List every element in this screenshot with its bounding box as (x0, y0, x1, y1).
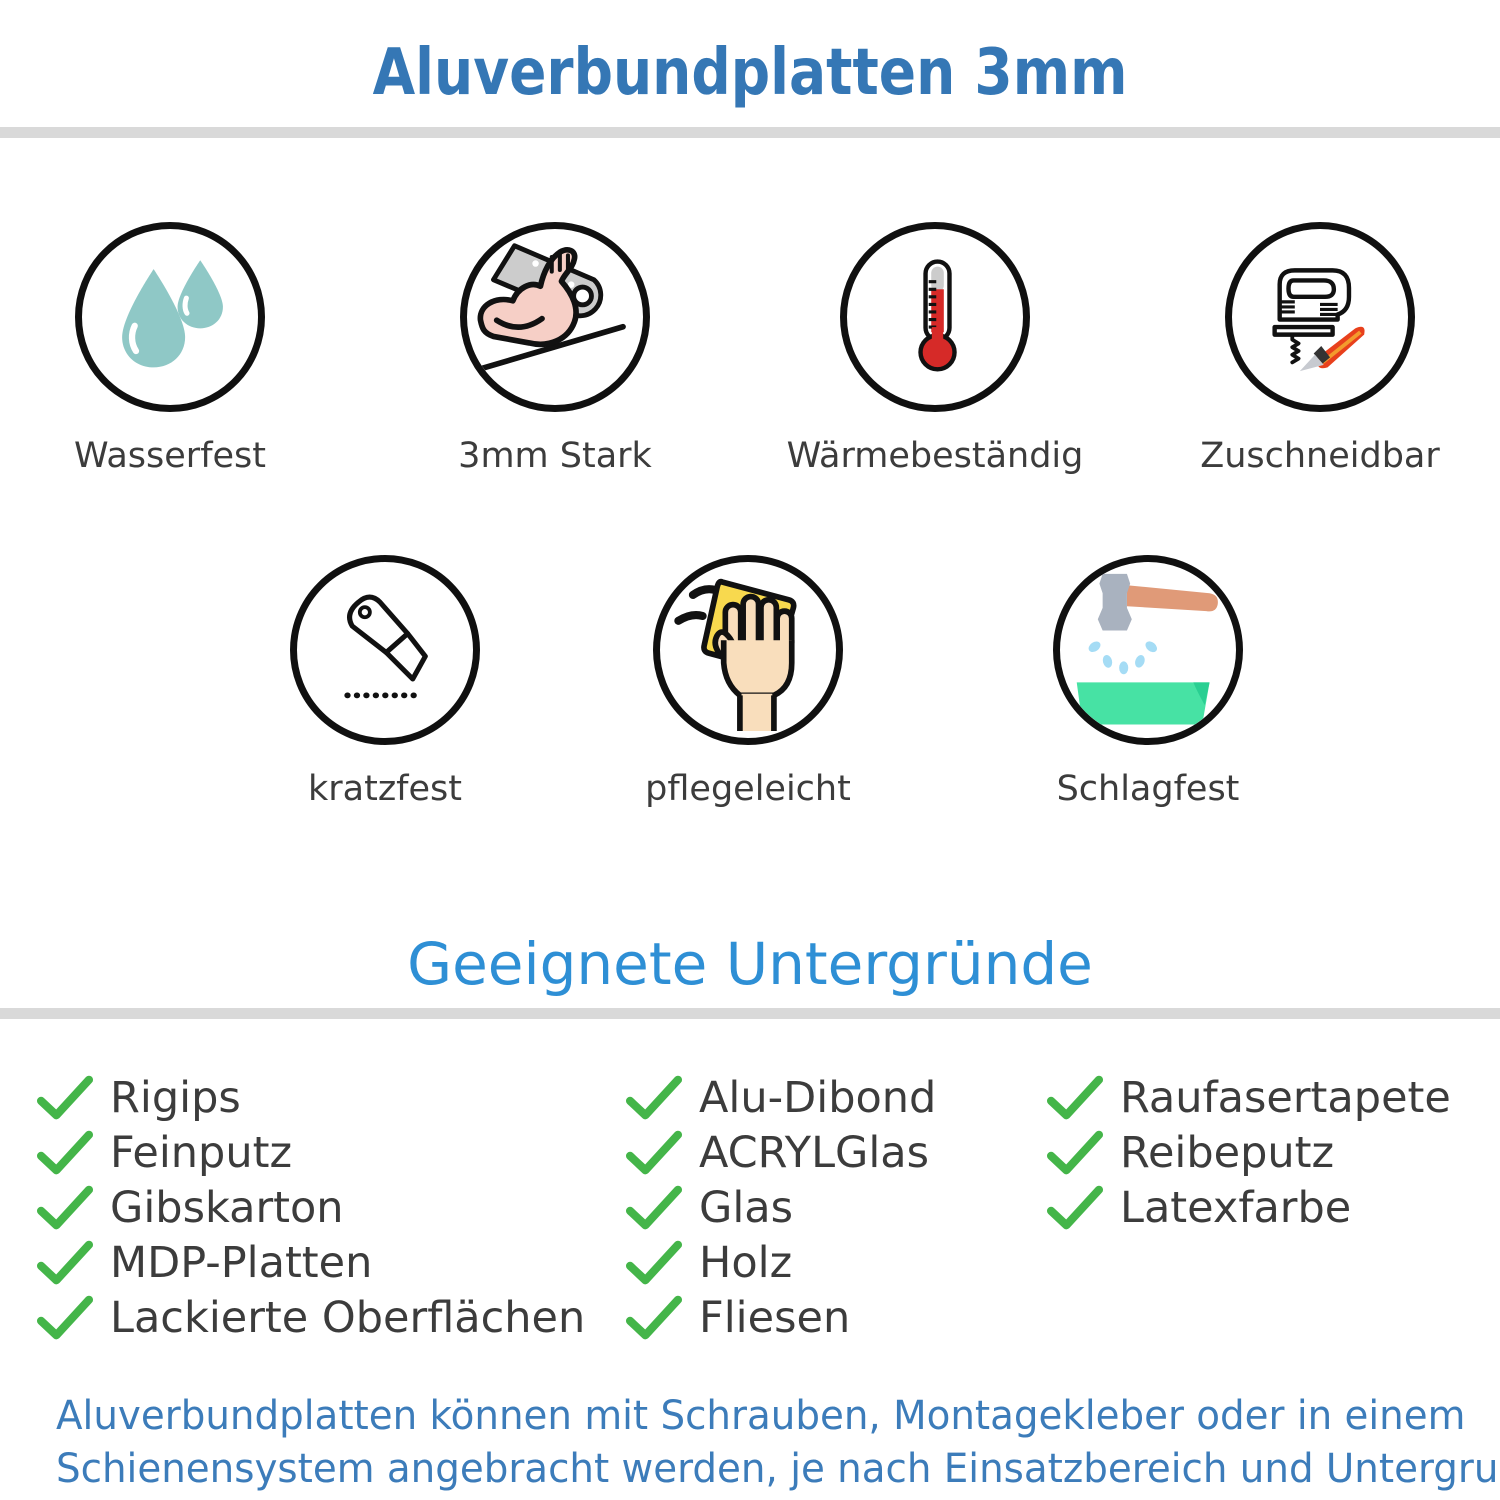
section-title-untergruende: Geeignete Untergründe (407, 930, 1093, 998)
strong-arm-panel-icon (477, 243, 626, 372)
substrate-column-3: Raufasertapete Reibeputz Latexfarbe (1046, 1070, 1451, 1235)
check-icon (36, 1240, 94, 1284)
feature-label: Wärmebeständig (786, 436, 1084, 476)
substrate-label: Rigips (110, 1072, 241, 1123)
list-item: Glas (625, 1180, 936, 1235)
substrate-label: Feinputz (110, 1127, 293, 1178)
feature-item-wasserfest: Wasserfest (10, 222, 330, 476)
hand-cloth-icon (674, 578, 797, 731)
feature-icon-circle (1053, 555, 1243, 745)
feature-item-waermebestaendig: Wärmebeständig (775, 222, 1095, 476)
list-item: Raufasertapete (1046, 1070, 1451, 1125)
list-item: MDP-Platten (36, 1235, 585, 1290)
check-icon (625, 1295, 683, 1339)
substrate-label: Holz (699, 1237, 793, 1288)
substrate-column-1: Rigips Feinputz Gibskarton MDP-Platten L… (36, 1070, 585, 1345)
feature-label: pflegeleicht (645, 769, 851, 809)
mounting-note-line-2: Schienensystem angebracht werden, je nac… (56, 1446, 1500, 1492)
substrate-label: Alu-Dibond (699, 1072, 937, 1123)
feature-icon-circle (460, 222, 650, 412)
feature-item-zuschneidbar: Zuschneidbar (1160, 222, 1480, 476)
substrate-label: Lackierte Oberflächen (110, 1292, 586, 1343)
mounting-note: Aluverbundplatten können mit Schrauben, … (56, 1390, 1500, 1496)
feature-icon-circle (1225, 222, 1415, 412)
jigsaw-cutter-icon (1272, 268, 1365, 372)
thermometer-icon (918, 259, 957, 372)
check-icon (1046, 1075, 1104, 1119)
list-item: Fliesen (625, 1290, 936, 1345)
list-item: ACRYLGlas (625, 1125, 936, 1180)
feature-label: Schlagfest (1056, 769, 1240, 809)
feature-item-schlagfest: Schlagfest (988, 555, 1308, 809)
hammer-surface-icon (1076, 573, 1218, 725)
substrate-label: ACRYLGlas (699, 1127, 930, 1178)
substrate-column-2: Alu-Dibond ACRYLGlas Glas Holz Fliesen (625, 1070, 936, 1345)
feature-label: Wasserfest (73, 436, 267, 476)
check-icon (625, 1240, 683, 1284)
feature-icon-circle (290, 555, 480, 745)
check-icon (36, 1295, 94, 1339)
substrate-label: MDP-Platten (110, 1237, 373, 1288)
list-item: Latexfarbe (1046, 1180, 1451, 1235)
feature-label: kratzfest (307, 769, 462, 809)
check-icon (625, 1130, 683, 1174)
substrate-label: Fliesen (699, 1292, 851, 1343)
utility-knife-icon (344, 594, 428, 699)
list-item: Gibskarton (36, 1180, 585, 1235)
section-divider-bottom (0, 1008, 1500, 1019)
check-icon (1046, 1185, 1104, 1229)
substrate-label: Reibeputz (1120, 1127, 1335, 1178)
feature-label: 3mm Stark (458, 436, 652, 476)
list-item: Holz (625, 1235, 936, 1290)
substrate-label: Gibskarton (110, 1182, 344, 1233)
list-item: Feinputz (36, 1125, 585, 1180)
list-item: Lackierte Oberflächen (36, 1290, 585, 1345)
substrate-label: Latexfarbe (1120, 1182, 1352, 1233)
feature-item-pflegeleicht: pflegeleicht (588, 555, 908, 809)
feature-item-kratzfest: kratzfest (225, 555, 545, 809)
list-item: Rigips (36, 1070, 585, 1125)
check-icon (1046, 1130, 1104, 1174)
list-item: Alu-Dibond (625, 1070, 936, 1125)
feature-icon-circle (840, 222, 1030, 412)
check-icon (625, 1185, 683, 1229)
page-title: Aluverbundplatten 3mm (372, 36, 1128, 110)
list-item: Reibeputz (1046, 1125, 1451, 1180)
substrate-label: Glas (699, 1182, 794, 1233)
feature-label: Zuschneidbar (1200, 436, 1440, 476)
check-icon (36, 1185, 94, 1229)
substrate-label: Raufasertapete (1120, 1072, 1451, 1123)
section-divider-top (0, 127, 1500, 138)
feature-item-3mm-stark: 3mm Stark (395, 222, 715, 476)
water-drops-icon (122, 260, 223, 368)
check-icon (36, 1130, 94, 1174)
feature-icon-circle (653, 555, 843, 745)
feature-icon-circle (75, 222, 265, 412)
mounting-note-line-1: Aluverbundplatten können mit Schrauben, … (56, 1393, 1466, 1439)
check-icon (625, 1075, 683, 1119)
check-icon (36, 1075, 94, 1119)
